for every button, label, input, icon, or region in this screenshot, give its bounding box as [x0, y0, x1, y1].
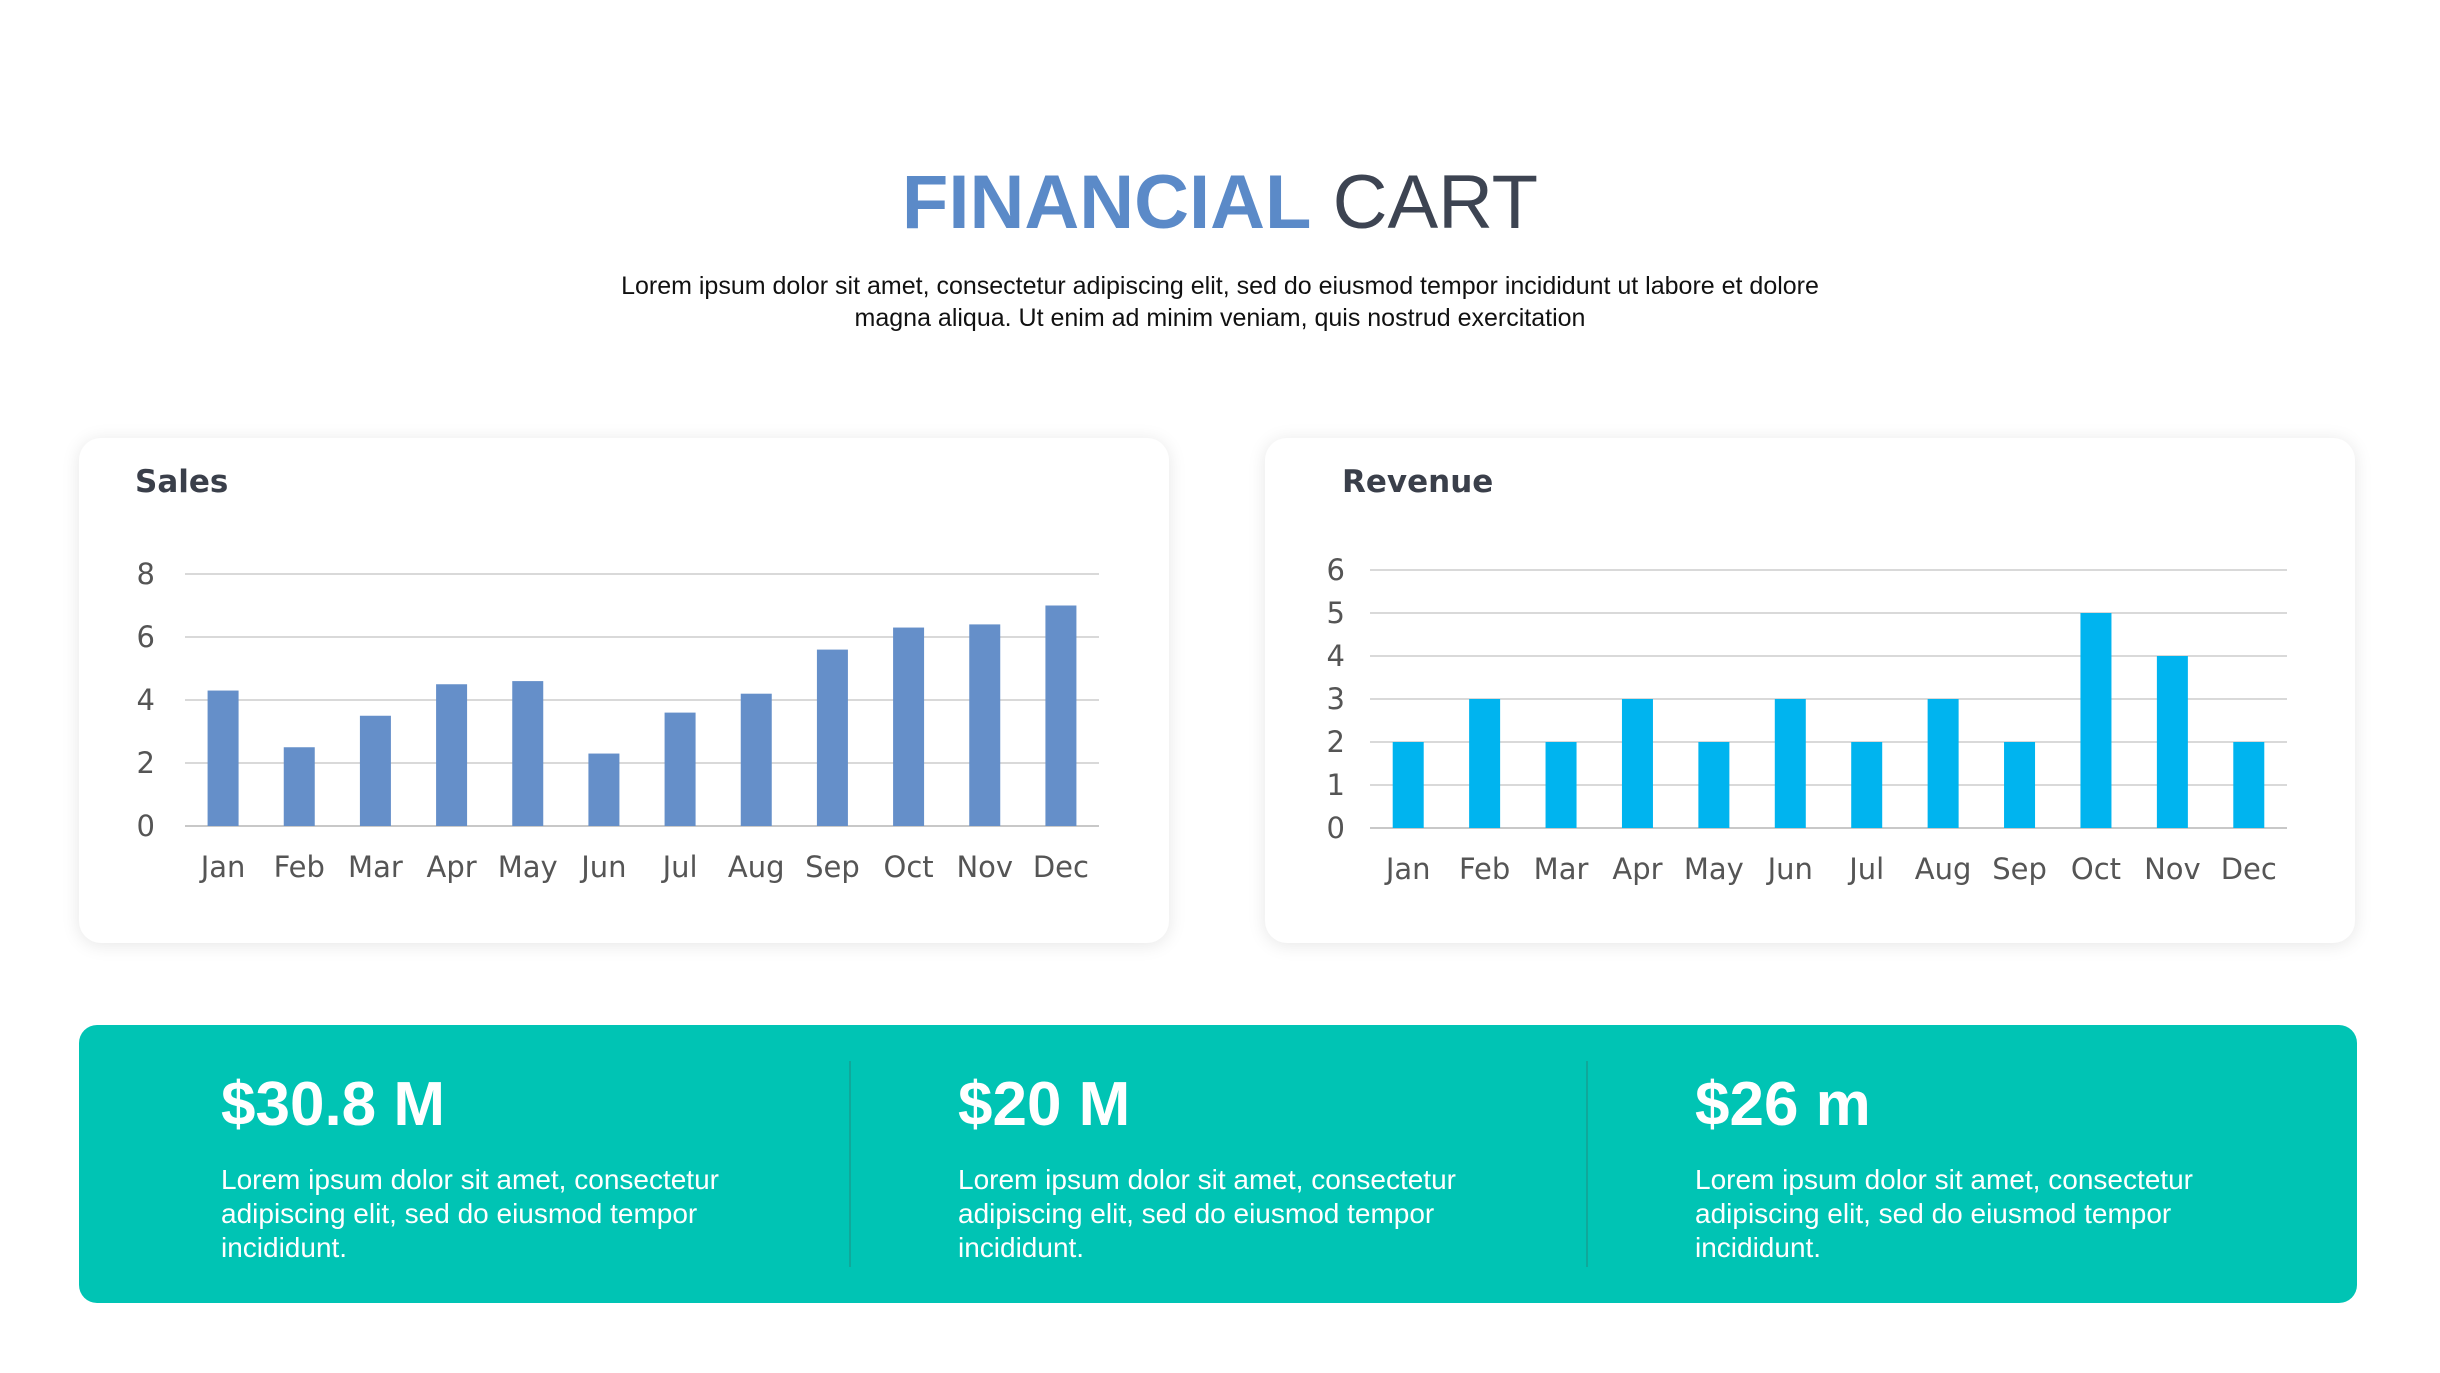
x-tick-label: Nov: [956, 850, 1013, 884]
x-tick-label: Aug: [728, 850, 785, 884]
bar: [1392, 742, 1424, 828]
y-tick-label: 6: [1327, 553, 1345, 587]
bar: [1621, 699, 1653, 828]
x-tick-label: Apr: [426, 850, 476, 884]
x-tick-label: Jan: [199, 850, 246, 884]
x-tick-label: Jul: [661, 850, 698, 884]
stat-description-line: incididunt.: [221, 1232, 348, 1263]
x-tick-label: Mar: [1534, 852, 1589, 886]
x-tick-label: Jul: [1847, 852, 1884, 886]
x-tick-label: Feb: [1459, 852, 1510, 886]
y-tick-label: 3: [1327, 682, 1345, 716]
sales-chart-title: Sales: [135, 464, 229, 500]
y-tick-label: 6: [137, 620, 155, 654]
x-tick-label: May: [1684, 852, 1744, 886]
stats-band: $30.8 M Lorem ipsum dolor sit amet, cons…: [79, 1025, 2357, 1303]
page-title: FINANCIAL CART: [0, 158, 2440, 248]
stat-block: $30.8 M Lorem ipsum dolor sit amet, cons…: [221, 1067, 781, 1265]
page-title-bold: FINANCIAL: [901, 160, 1312, 245]
bar: [1545, 742, 1577, 828]
bar: [2004, 742, 2036, 828]
x-tick-label: Mar: [348, 850, 403, 884]
bar: [2233, 742, 2265, 828]
x-tick-label: Jan: [1384, 852, 1431, 886]
stat-description: Lorem ipsum dolor sit amet, consectetur …: [1695, 1163, 2255, 1265]
subtitle-line: magna aliqua. Ut enim ad minim veniam, q…: [854, 304, 1586, 332]
y-tick-label: 8: [137, 557, 155, 591]
revenue-chart-title: Revenue: [1342, 464, 1494, 500]
stat-description-line: Lorem ipsum dolor sit amet, consectetur: [1695, 1164, 2193, 1195]
x-tick-label: Oct: [2071, 852, 2121, 886]
stat-description: Lorem ipsum dolor sit amet, consectetur …: [958, 1163, 1518, 1265]
bar: [1469, 699, 1501, 828]
stat-value: $30.8 M: [221, 1070, 446, 1139]
y-tick-label: 4: [137, 683, 155, 717]
bar: [359, 715, 391, 826]
bar: [588, 753, 620, 826]
bar: [207, 690, 239, 826]
stat-description-line: incididunt.: [1695, 1232, 1822, 1263]
x-tick-label: Dec: [2221, 852, 2277, 886]
y-tick-label: 2: [1327, 725, 1345, 759]
stats-divider: [1586, 1061, 1588, 1267]
stat-description: Lorem ipsum dolor sit amet, consectetur …: [221, 1163, 781, 1265]
y-tick-label: 0: [137, 809, 155, 843]
y-tick-label: 4: [1327, 639, 1345, 673]
bar: [1774, 699, 1806, 828]
bar: [1851, 742, 1883, 828]
y-tick-label: 1: [1327, 768, 1345, 802]
sales-chart-card: Sales 0 2 4 6 8 Jan Feb Mar Apr May Jun Jul Aug Sep Oc…: [79, 438, 1169, 943]
bar: [816, 649, 848, 826]
revenue-chart: 0 1 2 3 4 5 6 Jan Feb Mar Apr May Jun Jul Aug Sep Oct Nov…: [1327, 553, 2287, 886]
bar: [2080, 613, 2112, 828]
bar: [664, 712, 696, 826]
x-tick-label: Dec: [1033, 850, 1089, 884]
stat-value: $20 M: [958, 1070, 1131, 1139]
stat-description-line: Lorem ipsum dolor sit amet, consectetur: [958, 1164, 1456, 1195]
x-tick-label: Oct: [884, 850, 934, 884]
stat-block: $20 M Lorem ipsum dolor sit amet, consec…: [958, 1067, 1518, 1265]
y-tick-label: 0: [1327, 811, 1345, 845]
stats-divider: [849, 1061, 851, 1267]
x-tick-label: Nov: [2144, 852, 2201, 886]
bar: [283, 747, 315, 826]
x-tick-label: Jun: [579, 850, 626, 884]
subtitle-line: Lorem ipsum dolor sit amet, consectetur …: [621, 272, 1819, 300]
stat-description-line: adipiscing elit, sed do eiusmod tempor: [1695, 1198, 2172, 1229]
bar: [1698, 742, 1730, 828]
sales-chart: 0 2 4 6 8 Jan Feb Mar Apr May Jun Jul Aug Sep Oct Nov De…: [137, 557, 1099, 884]
x-tick-label: Apr: [1612, 852, 1662, 886]
bar: [969, 624, 1001, 826]
x-tick-label: May: [498, 850, 558, 884]
bar: [1045, 605, 1077, 826]
stat-description-line: Lorem ipsum dolor sit amet, consectetur: [221, 1164, 719, 1195]
bar: [740, 693, 772, 826]
page-subtitle: Lorem ipsum dolor sit amet, consectetur …: [560, 270, 1880, 334]
bar: [1927, 699, 1959, 828]
revenue-chart-card: Revenue 0 1 2 3 4 5 6 Jan Feb Mar Apr May Jun Jul Aug S…: [1265, 438, 2355, 943]
x-tick-label: Sep: [805, 850, 860, 884]
stat-value: $26 m: [1695, 1070, 1871, 1139]
x-tick-label: Sep: [1992, 852, 2047, 886]
bar: [893, 627, 925, 826]
page-title-light: CART: [1332, 160, 1539, 245]
stat-block: $26 m Lorem ipsum dolor sit amet, consec…: [1695, 1067, 2255, 1265]
x-tick-label: Jun: [1766, 852, 1813, 886]
x-tick-label: Feb: [274, 850, 325, 884]
bar: [2156, 656, 2188, 828]
stat-description-line: adipiscing elit, sed do eiusmod tempor: [221, 1198, 698, 1229]
y-tick-label: 2: [137, 746, 155, 780]
stat-description-line: incididunt.: [958, 1232, 1085, 1263]
stat-description-line: adipiscing elit, sed do eiusmod tempor: [958, 1198, 1435, 1229]
bar: [512, 681, 544, 826]
y-tick-label: 5: [1327, 596, 1345, 630]
bar: [436, 684, 468, 826]
x-tick-label: Aug: [1915, 852, 1972, 886]
